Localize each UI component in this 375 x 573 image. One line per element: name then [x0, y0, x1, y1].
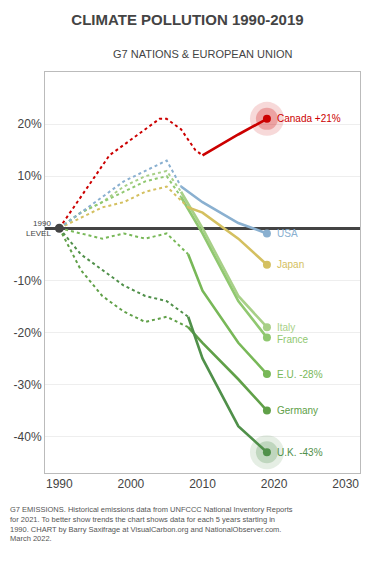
svg-text:2000: 2000 — [118, 477, 145, 491]
svg-text:2020: 2020 — [261, 477, 288, 491]
svg-text:10%: 10% — [18, 169, 42, 183]
svg-text:-30%: -30% — [14, 378, 42, 392]
svg-text:CLIMATE POLLUTION 1990-2019: CLIMATE POLLUTION 1990-2019 — [71, 11, 303, 28]
svg-text:1990: 1990 — [46, 477, 73, 491]
svg-text:E.U. -28%: E.U. -28% — [277, 369, 323, 380]
svg-text:2030: 2030 — [332, 477, 359, 491]
svg-text:USA: USA — [277, 228, 298, 239]
svg-text:1990LEVEL: 1990LEVEL — [26, 219, 51, 238]
svg-text:Germany: Germany — [277, 405, 318, 416]
svg-text:Canada +21%: Canada +21% — [277, 113, 341, 124]
svg-text:2010: 2010 — [189, 477, 216, 491]
svg-text:France: France — [277, 334, 309, 345]
svg-text:-10%: -10% — [14, 274, 42, 288]
svg-text:-20%: -20% — [14, 326, 42, 340]
svg-text:20%: 20% — [18, 117, 42, 131]
svg-text:-40%: -40% — [14, 430, 42, 444]
svg-text:G7 EMISSIONS. Historical emiss: G7 EMISSIONS. Historical emissions data … — [10, 505, 293, 543]
svg-text:U.K. -43%: U.K. -43% — [277, 447, 323, 458]
svg-text:Japan: Japan — [277, 259, 304, 270]
svg-text:Italy: Italy — [277, 322, 295, 333]
svg-text:G7 NATIONS & EUROPEAN UNION: G7 NATIONS & EUROPEAN UNION — [113, 48, 293, 60]
